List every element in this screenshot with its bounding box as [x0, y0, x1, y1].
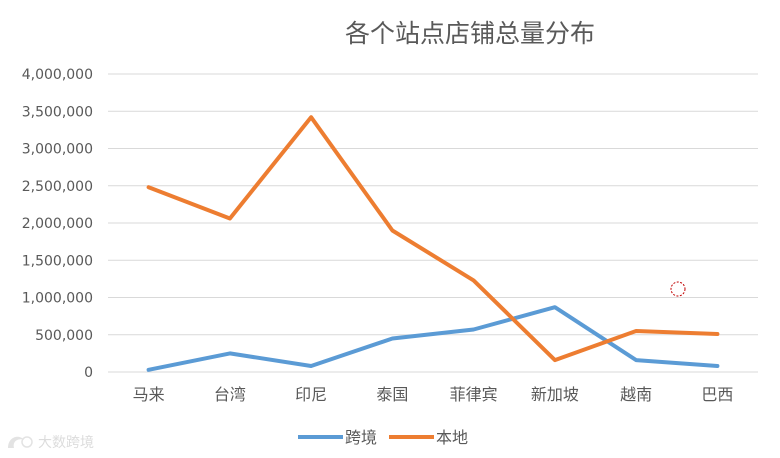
y-tick-label: 0: [84, 365, 93, 381]
cursor-circle: [670, 281, 686, 297]
y-tick-label: 2,000,000: [22, 216, 93, 232]
y-tick-label: 3,000,000: [22, 142, 93, 158]
x-tick-label: 越南: [620, 385, 652, 404]
y-tick-label: 2,500,000: [22, 179, 93, 195]
chart-title: 各个站点店铺总量分布: [345, 19, 595, 48]
y-tick-label: 1,500,000: [22, 253, 93, 269]
x-tick-label: 新加坡: [531, 385, 579, 404]
x-tick-label: 巴西: [701, 385, 733, 404]
y-tick-label: 1,000,000: [22, 291, 93, 307]
logo-icon: [8, 436, 33, 448]
series-line-1: [146, 115, 720, 363]
x-axis-ticks: 马来 台湾 印尼 泰国 菲律宾 新加坡 越南 巴西: [133, 385, 734, 404]
x-tick-label: 菲律宾: [450, 385, 498, 404]
y-tick-label: 500,000: [35, 328, 93, 344]
y-tick-label: 4,000,000: [22, 67, 93, 83]
legend-label-1: 本地: [436, 428, 468, 447]
x-tick-label: 泰国: [376, 385, 408, 404]
legend-label-0: 跨境: [345, 428, 377, 447]
gridlines: [108, 73, 758, 373]
watermark: 大数跨境: [8, 435, 94, 451]
legend: 跨境 本地: [298, 428, 468, 447]
x-tick-label: 台湾: [214, 385, 246, 404]
y-tick-label: 3,500,000: [22, 104, 93, 120]
watermark-text: 大数跨境: [38, 435, 94, 451]
x-tick-label: 印尼: [295, 385, 327, 404]
series-lines: [146, 115, 720, 372]
y-axis-ticks: 0 500,000 1,000,000 1,500,000 2,000,000 2,500…: [22, 67, 93, 381]
series-line-0: [146, 305, 720, 372]
x-tick-label: 马来: [133, 385, 165, 404]
